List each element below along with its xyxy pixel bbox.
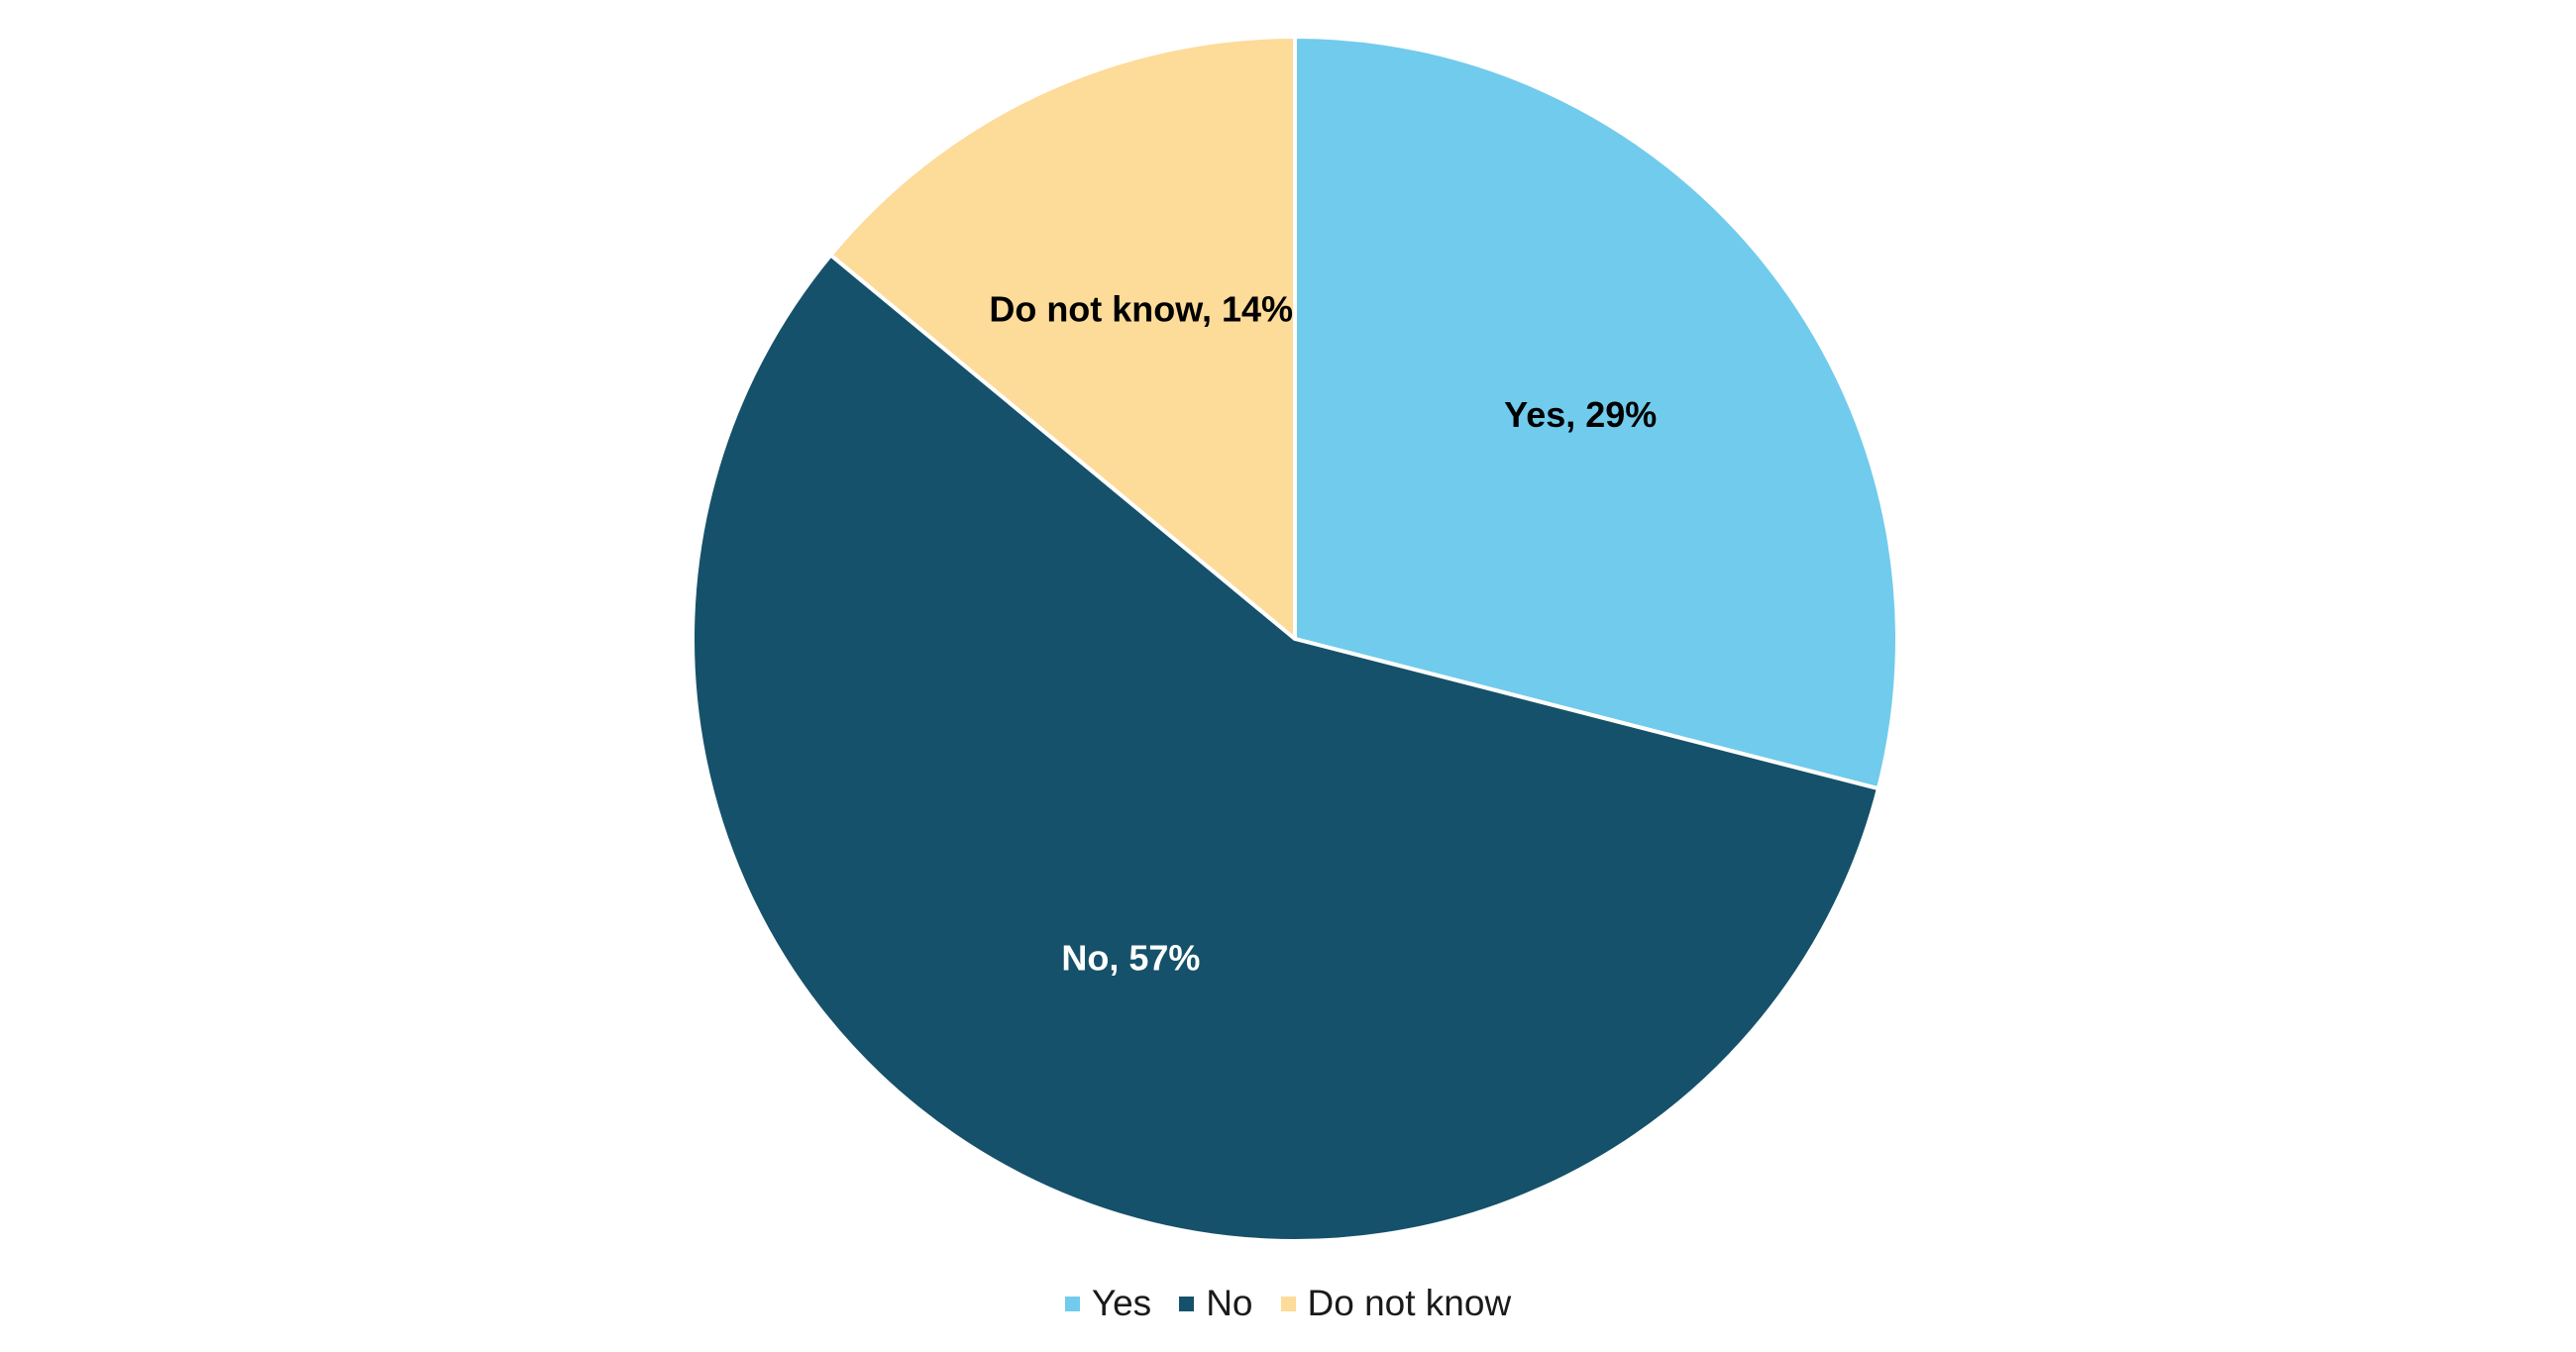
legend-label-no: No bbox=[1206, 1283, 1253, 1323]
pie-slice-yes bbox=[1293, 35, 1899, 791]
legend: Yes No Do not know bbox=[0, 1283, 2576, 1324]
legend-swatch-yes bbox=[1064, 1296, 1080, 1311]
pie-slice-do-not-know bbox=[828, 35, 1297, 641]
legend-label-do-not-know: Do not know bbox=[1307, 1283, 1512, 1323]
legend-item-yes: Yes bbox=[1064, 1283, 1152, 1324]
legend-item-do-not-know: Do not know bbox=[1280, 1283, 1512, 1324]
pie-slice-no bbox=[691, 253, 1880, 1243]
legend-swatch-do-not-know bbox=[1280, 1296, 1296, 1311]
legend-label-yes: Yes bbox=[1091, 1283, 1152, 1323]
data-label-no: No, 57% bbox=[1061, 938, 1200, 979]
data-label-do-not-know: Do not know, 14% bbox=[989, 288, 1293, 329]
data-label-yes: Yes, 29% bbox=[1504, 394, 1657, 435]
legend-swatch-no bbox=[1179, 1296, 1195, 1311]
legend-item-no: No bbox=[1179, 1283, 1253, 1324]
